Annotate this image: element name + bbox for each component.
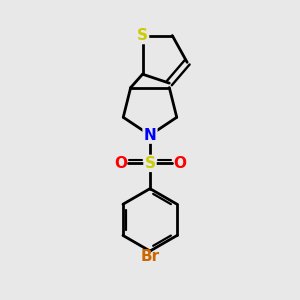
Text: S: S xyxy=(137,28,148,43)
Text: N: N xyxy=(144,128,156,142)
Text: Br: Br xyxy=(140,249,160,264)
Text: O: O xyxy=(114,156,127,171)
Text: S: S xyxy=(145,156,155,171)
Text: O: O xyxy=(173,156,186,171)
